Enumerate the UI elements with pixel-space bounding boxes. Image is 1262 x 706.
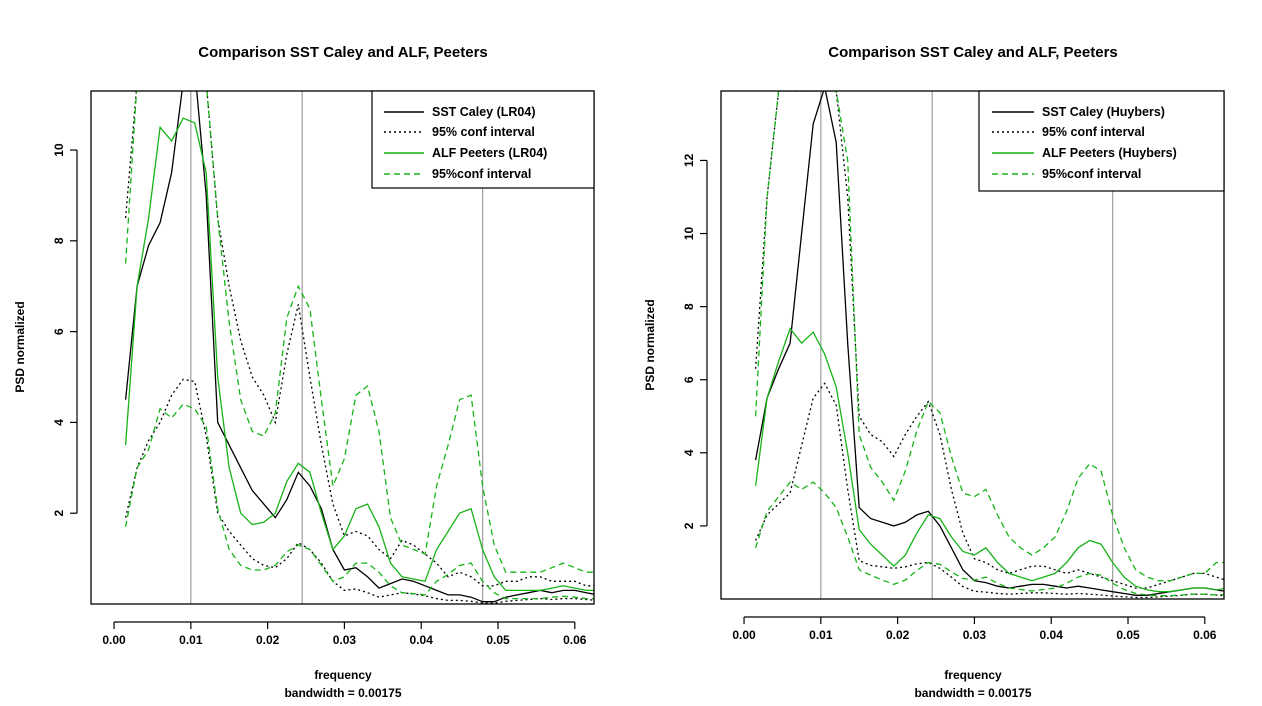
x-tick-label: 0.06 bbox=[1193, 628, 1217, 642]
y-tick-label: 6 bbox=[682, 376, 696, 383]
y-axis-label: PSD normalized bbox=[643, 299, 657, 390]
psd-chart-left: Comparison SST Caley and ALF, Peeters 0.… bbox=[13, 44, 595, 700]
legend-label: 95%conf interval bbox=[432, 167, 531, 181]
chart-panel-left: Comparison SST Caley and ALF, Peeters 0.… bbox=[13, 44, 595, 700]
chart-title: Comparison SST Caley and ALF, Peeters bbox=[828, 44, 1118, 61]
y-tick-label: 10 bbox=[52, 143, 66, 157]
x-axis-sublabel: bandwidth = 0.00175 bbox=[284, 686, 401, 700]
legend-label: 95% conf interval bbox=[1042, 125, 1145, 139]
x-tick-label: 0.01 bbox=[179, 633, 203, 647]
y-tick-label: 2 bbox=[52, 510, 66, 517]
series-line bbox=[754, 91, 1224, 582]
plot-frame bbox=[720, 90, 1225, 600]
series-line bbox=[124, 91, 594, 603]
y-tick-label: 8 bbox=[682, 303, 696, 310]
legend-label: 95% conf interval bbox=[432, 125, 535, 139]
y-tick-label: 8 bbox=[52, 237, 66, 244]
series-line bbox=[124, 378, 594, 604]
y-tick-label: 4 bbox=[682, 449, 696, 456]
x-tick-label: 0.02 bbox=[256, 633, 280, 647]
x-tick-label: 0.04 bbox=[1040, 628, 1064, 642]
series-line bbox=[755, 382, 1224, 599]
x-tick-label: 0.06 bbox=[563, 633, 587, 647]
x-tick-label: 0.05 bbox=[1116, 628, 1140, 642]
chart-title: Comparison SST Caley and ALF, Peeters bbox=[198, 44, 488, 61]
y-axis-label: PSD normalized bbox=[13, 301, 27, 392]
series-line bbox=[754, 91, 1224, 596]
y-tick-label: 2 bbox=[682, 522, 696, 529]
axes: 0.00 0.01 0.02 0.03 0.04 0.05 0.06 2 4 6 8 10 bbox=[52, 143, 587, 647]
legend: SST Caley (Huybers) 95% conf interval AL… bbox=[978, 90, 1225, 192]
legend-label: 95%conf interval bbox=[1042, 167, 1141, 181]
x-tick-label: 0.00 bbox=[102, 633, 126, 647]
x-tick-label: 0.02 bbox=[886, 628, 910, 642]
chart-panel-right: Comparison SST Caley and ALF, Peeters 0.… bbox=[631, 0, 1262, 706]
x-axis-label: frequency bbox=[944, 668, 1002, 682]
x-axis-sublabel: bandwidth = 0.00175 bbox=[914, 686, 1031, 700]
series-line bbox=[124, 91, 594, 587]
x-tick-label: 0.05 bbox=[486, 633, 510, 647]
legend: SST Caley (LR04) 95% conf interval ALF P… bbox=[371, 90, 595, 189]
series-lines bbox=[124, 91, 594, 604]
series-line bbox=[124, 117, 594, 592]
x-tick-label: 0.00 bbox=[732, 628, 756, 642]
series-line bbox=[124, 403, 594, 600]
legend-label: SST Caley (LR04) bbox=[432, 105, 536, 119]
axes: 0.00 0.01 0.02 0.03 0.04 0.05 0.06 2 4 6 8 10 12 bbox=[682, 153, 1217, 642]
series-line bbox=[754, 327, 1224, 593]
legend-label: ALF Peeters (Huybers) bbox=[1042, 146, 1177, 160]
psd-chart-right: Comparison SST Caley and ALF, Peeters 0.… bbox=[643, 44, 1225, 700]
x-tick-label: 0.03 bbox=[333, 633, 357, 647]
series-lines bbox=[754, 91, 1224, 599]
x-tick-label: 0.01 bbox=[809, 628, 833, 642]
legend-box bbox=[371, 90, 595, 189]
x-tick-label: 0.03 bbox=[963, 628, 987, 642]
x-axis-label: frequency bbox=[314, 668, 372, 682]
legend-label: ALF Peeters (LR04) bbox=[432, 146, 547, 160]
y-tick-label: 6 bbox=[52, 328, 66, 335]
x-tick-label: 0.04 bbox=[410, 633, 434, 647]
y-tick-label: 10 bbox=[682, 227, 696, 241]
y-tick-label: 12 bbox=[682, 153, 696, 167]
legend-box bbox=[978, 90, 1225, 192]
series-line bbox=[754, 481, 1224, 597]
plot-frame bbox=[90, 90, 595, 605]
y-tick-label: 4 bbox=[52, 419, 66, 426]
legend-label: SST Caley (Huybers) bbox=[1042, 105, 1165, 119]
